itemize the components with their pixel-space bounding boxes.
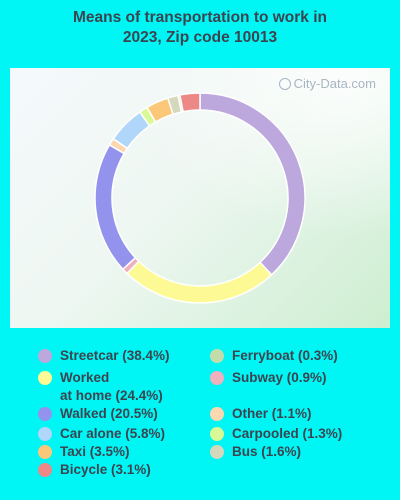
chart-title: Means of transportation to work in 2023, …	[0, 8, 400, 48]
panel-shade	[10, 68, 390, 328]
slice-walked	[94, 143, 137, 271]
slice-bicycle	[178, 92, 201, 113]
slice-worked-at-home	[125, 260, 273, 304]
chart-title-line: Means of transportation to work in	[72, 9, 328, 26]
watermark: City-Data.com	[278, 76, 376, 91]
chart-title-line: 2023, Zip code 10013	[122, 29, 278, 46]
slice-streetcar	[199, 92, 306, 276]
watermark-icon	[278, 77, 291, 90]
chart-panel: City-Data.com	[10, 68, 390, 328]
watermark-text: City-Data.com	[293, 76, 376, 91]
